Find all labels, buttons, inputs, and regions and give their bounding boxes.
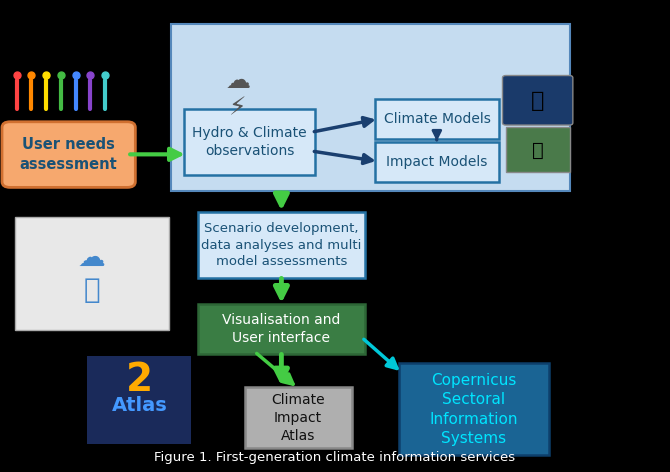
FancyBboxPatch shape xyxy=(171,24,570,191)
FancyBboxPatch shape xyxy=(184,109,315,175)
FancyBboxPatch shape xyxy=(399,363,549,455)
Text: 🌍: 🌍 xyxy=(531,91,545,110)
FancyBboxPatch shape xyxy=(375,142,499,182)
Text: Impact Models: Impact Models xyxy=(387,155,488,169)
FancyBboxPatch shape xyxy=(2,122,135,187)
Text: 2: 2 xyxy=(126,361,153,399)
FancyBboxPatch shape xyxy=(375,99,499,139)
FancyBboxPatch shape xyxy=(87,356,191,444)
FancyBboxPatch shape xyxy=(198,212,365,278)
Text: 🏔: 🏔 xyxy=(532,141,544,160)
FancyBboxPatch shape xyxy=(15,217,169,330)
Text: ☁
🖥: ☁ 🖥 xyxy=(78,244,106,304)
Text: Climate
Impact
Atlas: Climate Impact Atlas xyxy=(271,393,325,443)
Text: Scenario development,
data analyses and multi
model assessments: Scenario development, data analyses and … xyxy=(201,222,362,269)
FancyBboxPatch shape xyxy=(502,76,573,125)
Text: Climate Models: Climate Models xyxy=(384,112,490,126)
Text: Visualisation and
User interface: Visualisation and User interface xyxy=(222,313,340,345)
FancyBboxPatch shape xyxy=(506,127,570,172)
FancyBboxPatch shape xyxy=(245,387,352,448)
Text: Copernicus
Sectoral
Information
Systems: Copernicus Sectoral Information Systems xyxy=(429,373,519,446)
Text: Figure 1. First-generation climate information services: Figure 1. First-generation climate infor… xyxy=(155,450,515,464)
FancyBboxPatch shape xyxy=(198,304,365,354)
Text: Atlas: Atlas xyxy=(111,396,168,415)
Text: ☁
⚡: ☁ ⚡ xyxy=(225,68,251,120)
Text: User needs
assessment: User needs assessment xyxy=(20,137,117,172)
Text: Hydro & Climate
observations: Hydro & Climate observations xyxy=(192,126,307,158)
